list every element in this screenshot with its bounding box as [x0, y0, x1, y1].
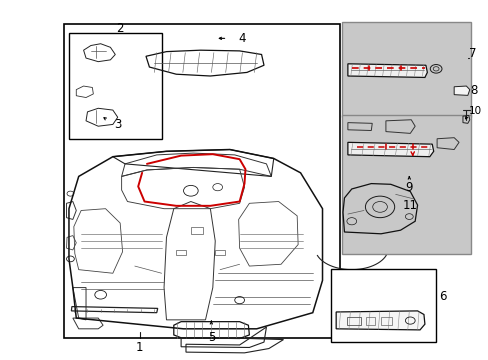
Bar — [330, 269, 435, 342]
Text: 3: 3 — [114, 118, 121, 131]
Bar — [215, 250, 224, 255]
Text: 2: 2 — [116, 22, 123, 35]
Bar — [346, 318, 360, 325]
Bar — [341, 116, 470, 253]
Polygon shape — [335, 311, 424, 330]
Polygon shape — [347, 64, 427, 77]
Bar — [64, 24, 339, 338]
Text: 10: 10 — [468, 106, 481, 116]
Text: 8: 8 — [469, 84, 477, 97]
Polygon shape — [347, 142, 433, 157]
Bar — [69, 33, 161, 139]
Text: 6: 6 — [439, 290, 446, 303]
Polygon shape — [453, 86, 469, 95]
Text: 7: 7 — [468, 47, 475, 60]
Text: 4: 4 — [238, 32, 245, 45]
Bar — [366, 318, 374, 325]
Text: 1: 1 — [136, 341, 143, 354]
Bar — [176, 250, 185, 255]
Bar — [190, 227, 203, 234]
Bar — [380, 318, 391, 325]
Text: 5: 5 — [207, 331, 215, 344]
Text: 9: 9 — [405, 181, 412, 194]
Bar — [341, 22, 470, 117]
Text: 11: 11 — [402, 199, 417, 212]
